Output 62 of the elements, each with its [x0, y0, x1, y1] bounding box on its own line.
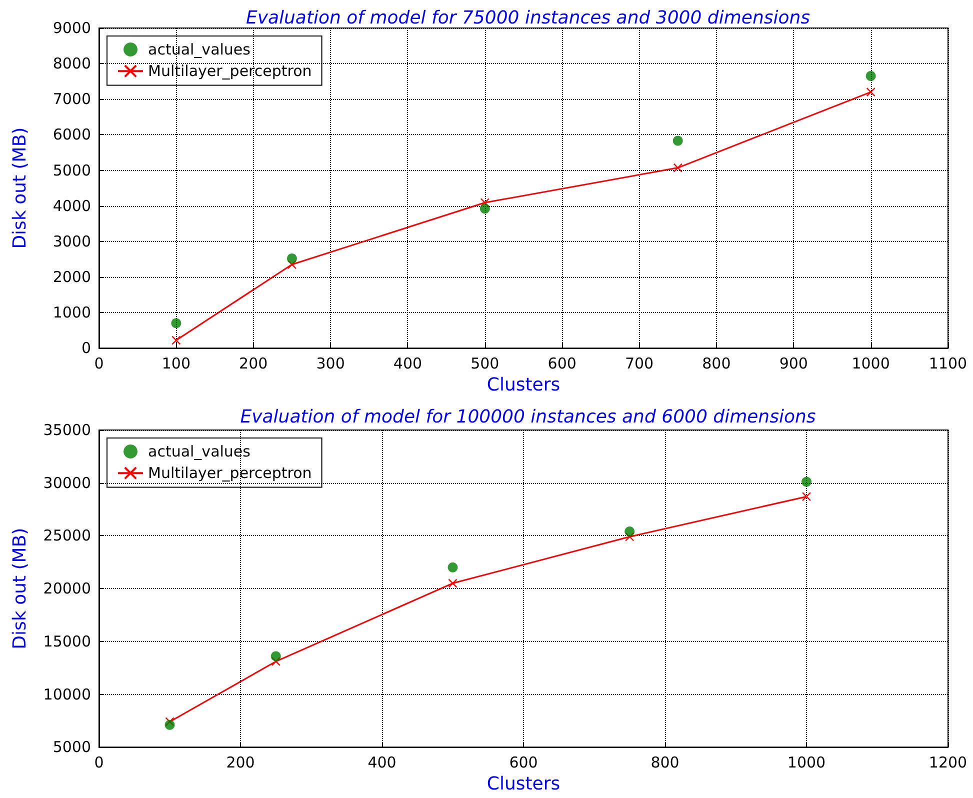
x-tick-label: 200 [226, 754, 255, 772]
x-tick-label: 0 [94, 354, 104, 373]
point [673, 163, 682, 172]
y-tick-label: 8000 [52, 54, 91, 73]
point [448, 562, 458, 572]
y-tick-label: 5000 [52, 738, 91, 756]
y-tick-label: 15000 [43, 632, 91, 650]
point [624, 526, 635, 536]
y-tick-label: 10000 [43, 685, 91, 704]
x-axis-title: Clusters [486, 374, 560, 396]
x-tick-label: 600 [548, 354, 576, 373]
x-tick-label: 1200 [928, 754, 968, 772]
y-tick-label: 5000 [52, 161, 91, 180]
point [164, 720, 175, 730]
x-tick-label: 500 [470, 354, 500, 373]
point [802, 492, 812, 502]
point [172, 336, 181, 345]
x-tick-label: 800 [650, 754, 680, 772]
y-tick-label: 35000 [43, 421, 91, 439]
y-tick-label: 4000 [52, 196, 91, 215]
x-tick-label: 0 [94, 754, 104, 772]
y-axis-title: Disk out (MB) [10, 127, 30, 249]
y-tick-label: 0 [81, 339, 91, 358]
x-tick-label: 1000 [852, 354, 890, 373]
point [448, 578, 458, 588]
point [866, 87, 876, 97]
y-axis-title: Disk out (MB) [10, 528, 30, 650]
legend-label: Multilayer_perceptron [148, 62, 312, 80]
y-tick-label: 30000 [43, 474, 91, 492]
point [866, 71, 876, 82]
chart-title: Evaluation of model for 75000 instances and 3000 dimensions [246, 8, 810, 28]
x-tick-label: 200 [239, 354, 268, 373]
y-tick-label: 25000 [43, 526, 91, 545]
x-tick-label: 1100 [928, 354, 968, 373]
x-tick-label: 100 [162, 354, 190, 373]
x-tick-label: 800 [702, 354, 731, 373]
point [171, 318, 182, 328]
point [270, 651, 281, 662]
y-tick-label: 20000 [43, 580, 91, 598]
x-tick-label: 400 [393, 354, 422, 373]
legend-label: Multilayer_perceptron [148, 464, 312, 482]
chart-title: Evaluation of model for 100000 instances and 6000 dimensions [240, 406, 816, 428]
x-tick-label: 900 [779, 354, 808, 373]
y-tick-label: 2000 [52, 268, 91, 286]
y-tick-label: 6000 [52, 126, 91, 144]
legend-label: actual_values [148, 40, 251, 58]
point [286, 253, 297, 264]
y-tick-label: 9000 [52, 19, 91, 37]
x-axis-title: Clusters [486, 774, 560, 794]
y-tick-label: 7000 [52, 90, 91, 108]
point [802, 476, 812, 487]
point [480, 204, 490, 214]
legend-label: actual_values [148, 442, 251, 460]
x-tick-label: 600 [509, 754, 538, 772]
x-tick-label: 700 [624, 354, 654, 373]
y-tick-label: 3000 [52, 232, 91, 250]
point [672, 136, 683, 146]
y-tick-label: 1000 [52, 304, 91, 322]
x-tick-label: 300 [316, 354, 345, 373]
x-tick-label: 400 [368, 754, 396, 772]
x-tick-label: 1000 [787, 754, 826, 772]
point [480, 198, 490, 208]
